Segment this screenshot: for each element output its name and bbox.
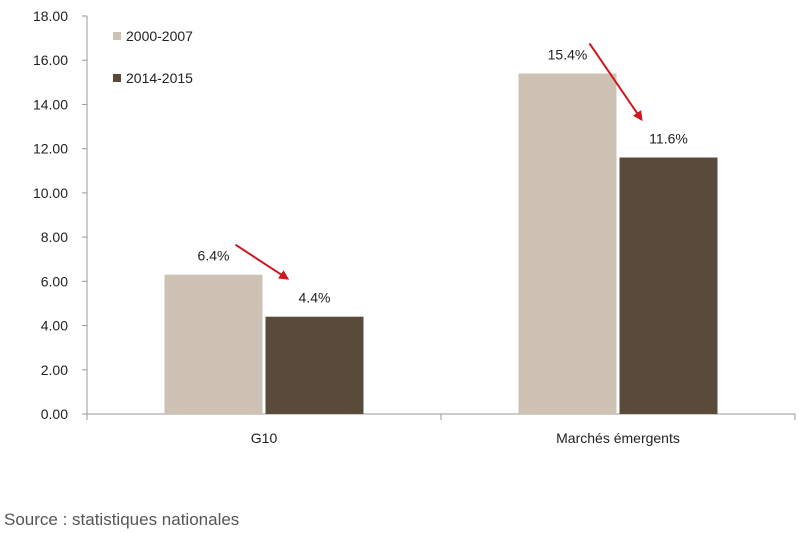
- data-label: 4.4%: [299, 290, 331, 306]
- source-note: Source : statistiques nationales: [4, 510, 240, 529]
- trend-arrow: [588, 42, 643, 122]
- bar: [164, 274, 263, 414]
- legend: 2000-2007 2014-2015: [113, 28, 193, 86]
- y-tick-label: 18.00: [33, 8, 68, 24]
- legend-swatch: [113, 32, 121, 40]
- x-category-label: Marchés émergents: [556, 430, 680, 446]
- y-axis: 0.00 2.00 4.00 6.00 8.00 10.00 12.00 14.00 16.00…: [33, 8, 88, 422]
- y-tick-label: 8.00: [41, 229, 68, 245]
- x-category-label: G10: [251, 430, 278, 446]
- bar: [619, 157, 718, 414]
- y-tick-label: 14.00: [33, 96, 68, 112]
- legend-label: 2014-2015: [126, 70, 193, 86]
- data-labels: 6.4% 4.4% 15.4% 11.6%: [198, 46, 688, 305]
- bars: [164, 73, 718, 414]
- data-label: 6.4%: [198, 248, 230, 264]
- y-tick-label: 12.00: [33, 141, 68, 157]
- legend-label: 2000-2007: [126, 28, 193, 44]
- y-tick-label: 16.00: [33, 52, 68, 68]
- x-axis: G10 Marchés émergents: [86, 413, 796, 446]
- bar: [265, 316, 364, 414]
- trend-arrows: [234, 42, 643, 280]
- y-tick-label: 6.00: [41, 273, 68, 289]
- y-tick-label: 2.00: [41, 362, 68, 378]
- y-tick-label: 4.00: [41, 318, 68, 334]
- trend-arrow: [234, 243, 290, 280]
- data-label: 11.6%: [649, 131, 688, 147]
- legend-swatch: [113, 74, 121, 82]
- data-label: 15.4%: [548, 46, 588, 62]
- bar: [518, 73, 617, 414]
- y-tick-label: 0.00: [41, 406, 68, 422]
- y-tick-label: 10.00: [33, 185, 68, 201]
